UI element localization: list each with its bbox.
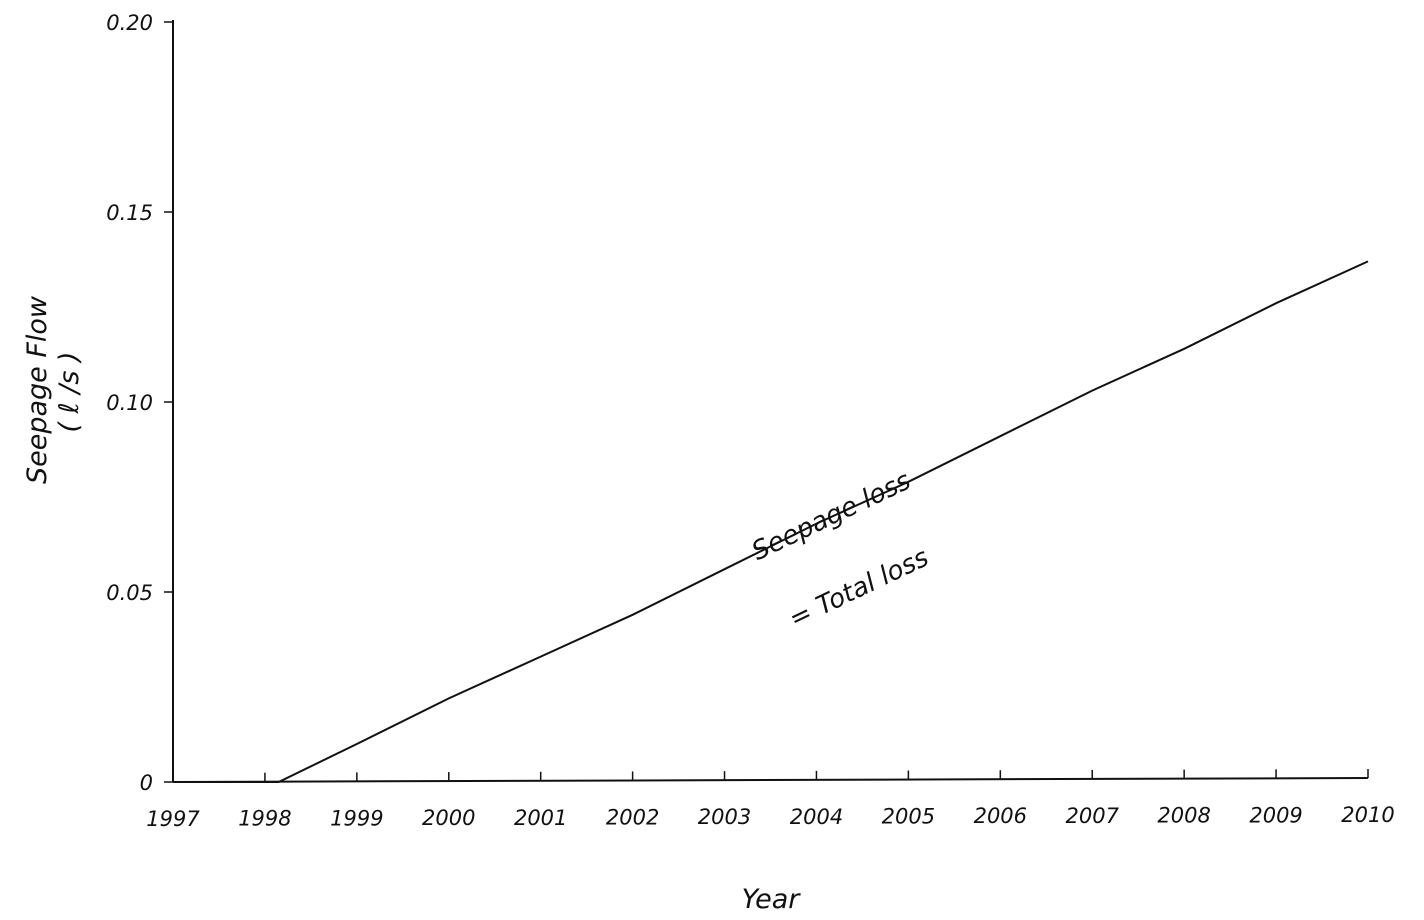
x-tick-label: 1997 xyxy=(146,807,200,831)
x-tick-label: 1999 xyxy=(330,806,383,830)
x-tick-label: 2002 xyxy=(606,805,659,829)
y-tick-label: 0.15 xyxy=(106,201,153,225)
x-ticks: 1997 1998 1999 2000 2001 2002 2003 2004 2005 2006… xyxy=(146,769,1395,831)
line-annotation: = Total loss xyxy=(785,543,934,635)
x-tick-label: 2010 xyxy=(1341,803,1394,827)
x-tick-label: 2001 xyxy=(514,806,567,830)
annotations: Seepage loss= Total loss xyxy=(747,466,933,635)
x-tick-label: 1998 xyxy=(238,807,291,831)
seepage-line xyxy=(173,260,1369,783)
y-tick-label: 0.20 xyxy=(106,11,153,35)
axes xyxy=(172,20,1369,783)
y-tick-label: 0.05 xyxy=(106,581,153,605)
x-tick-label: 2007 xyxy=(1066,804,1120,828)
x-tick-label: 2006 xyxy=(974,804,1027,828)
x-tick-label: 2009 xyxy=(1249,803,1302,827)
x-tick-label: 2000 xyxy=(422,806,475,830)
y-tick-label: 0.10 xyxy=(106,391,153,415)
x-tick-label: 2005 xyxy=(882,805,935,829)
y-ticks: 0 0.05 0.10 0.15 0.20 xyxy=(106,11,173,795)
x-tick-label: 2008 xyxy=(1157,804,1210,828)
x-tick-label: 2003 xyxy=(698,805,751,829)
y-axis-unit: ( ℓ /s ) xyxy=(54,351,85,432)
x-axis-line xyxy=(172,777,1369,783)
line-annotation: Seepage loss xyxy=(747,466,915,567)
x-tick-label: 2004 xyxy=(790,805,843,829)
y-tick-label: 0 xyxy=(140,771,153,795)
x-axis-title: Year xyxy=(742,884,802,915)
y-axis-title: Seepage Flow xyxy=(22,295,53,484)
series xyxy=(173,260,1369,783)
